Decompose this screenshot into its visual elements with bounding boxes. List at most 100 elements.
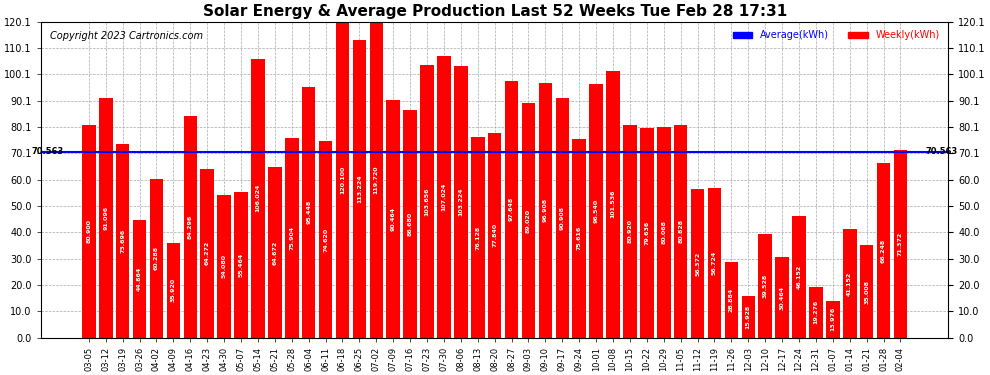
Bar xyxy=(471,137,484,338)
Bar xyxy=(386,100,400,338)
Bar xyxy=(352,40,366,338)
Bar xyxy=(403,110,417,338)
Bar xyxy=(641,128,653,338)
Text: 64.272: 64.272 xyxy=(205,241,210,265)
Bar xyxy=(708,188,722,338)
Bar xyxy=(894,150,907,338)
Bar xyxy=(488,133,501,338)
Text: 35.008: 35.008 xyxy=(864,279,869,303)
Text: 103.224: 103.224 xyxy=(458,188,463,216)
Bar xyxy=(235,192,248,338)
Bar xyxy=(842,230,856,338)
Text: 76.128: 76.128 xyxy=(475,225,480,250)
Bar xyxy=(133,220,147,338)
Bar xyxy=(742,296,755,338)
Text: 28.884: 28.884 xyxy=(729,288,734,312)
Bar xyxy=(166,243,180,338)
Bar xyxy=(116,144,130,338)
Bar xyxy=(336,22,349,338)
Text: 90.908: 90.908 xyxy=(559,206,564,230)
Text: 106.024: 106.024 xyxy=(255,184,260,212)
Text: 56.724: 56.724 xyxy=(712,251,717,275)
Text: 74.620: 74.620 xyxy=(323,227,328,252)
Text: 91.096: 91.096 xyxy=(103,206,108,230)
Text: 19.276: 19.276 xyxy=(814,300,819,324)
Text: 15.928: 15.928 xyxy=(745,304,750,329)
Text: 107.024: 107.024 xyxy=(442,183,446,211)
Bar xyxy=(218,195,231,338)
Text: 73.696: 73.696 xyxy=(120,228,125,253)
Bar xyxy=(200,168,214,338)
Text: 70.563: 70.563 xyxy=(32,147,63,156)
Bar xyxy=(319,141,333,338)
Bar xyxy=(555,99,569,338)
Text: 55.464: 55.464 xyxy=(239,252,244,277)
Text: 95.448: 95.448 xyxy=(306,200,311,224)
Bar xyxy=(877,164,890,338)
Text: 46.152: 46.152 xyxy=(797,265,802,289)
Text: 71.372: 71.372 xyxy=(898,232,903,256)
Text: 35.920: 35.920 xyxy=(171,278,176,302)
Bar xyxy=(420,65,434,338)
Text: 119.720: 119.720 xyxy=(374,166,379,194)
Text: 79.636: 79.636 xyxy=(644,221,649,245)
Text: 70.563: 70.563 xyxy=(926,147,958,156)
Bar xyxy=(438,56,450,338)
Text: 13.976: 13.976 xyxy=(831,307,836,331)
Text: 96.908: 96.908 xyxy=(543,198,547,222)
Bar xyxy=(809,287,823,338)
Text: 120.100: 120.100 xyxy=(340,165,345,194)
Text: 80.900: 80.900 xyxy=(86,219,91,243)
Text: 101.536: 101.536 xyxy=(611,190,616,218)
Text: 60.288: 60.288 xyxy=(154,246,159,270)
Bar xyxy=(183,116,197,338)
Bar xyxy=(758,234,772,338)
Bar xyxy=(302,87,316,338)
Bar xyxy=(623,125,637,338)
Bar xyxy=(82,125,96,338)
Bar xyxy=(454,66,467,338)
Text: Copyright 2023 Cartronics.com: Copyright 2023 Cartronics.com xyxy=(50,31,203,41)
Text: 77.840: 77.840 xyxy=(492,223,497,247)
Text: 39.528: 39.528 xyxy=(762,273,767,298)
Text: 56.372: 56.372 xyxy=(695,251,700,276)
Text: 64.672: 64.672 xyxy=(272,240,277,265)
Bar xyxy=(572,139,586,338)
Text: 96.540: 96.540 xyxy=(594,198,599,223)
Text: 75.616: 75.616 xyxy=(577,226,582,250)
Title: Solar Energy & Average Production Last 52 Weeks Tue Feb 28 17:31: Solar Energy & Average Production Last 5… xyxy=(203,4,787,19)
Text: 41.152: 41.152 xyxy=(847,272,852,296)
Text: 80.828: 80.828 xyxy=(678,219,683,243)
Bar xyxy=(674,125,687,338)
Bar xyxy=(657,127,670,338)
Text: 80.920: 80.920 xyxy=(628,219,633,243)
Bar xyxy=(792,216,806,338)
Text: 44.864: 44.864 xyxy=(137,267,143,291)
Bar xyxy=(539,83,552,338)
Text: 75.904: 75.904 xyxy=(289,226,294,250)
Bar xyxy=(505,81,519,338)
Bar xyxy=(691,189,704,338)
Text: 54.080: 54.080 xyxy=(222,255,227,279)
Text: 30.464: 30.464 xyxy=(779,285,785,309)
Bar xyxy=(775,258,789,338)
Bar xyxy=(860,246,873,338)
Text: 90.464: 90.464 xyxy=(391,207,396,231)
Text: 89.020: 89.020 xyxy=(526,209,531,232)
Bar xyxy=(826,301,840,338)
Bar xyxy=(369,23,383,338)
Legend: Average(kWh), Weekly(kWh): Average(kWh), Weekly(kWh) xyxy=(729,27,943,44)
Bar xyxy=(99,98,113,338)
Text: 84.296: 84.296 xyxy=(188,214,193,239)
Text: 86.680: 86.680 xyxy=(408,211,413,236)
Text: 66.248: 66.248 xyxy=(881,238,886,262)
Text: 113.224: 113.224 xyxy=(356,174,362,203)
Text: 103.656: 103.656 xyxy=(425,187,430,216)
Bar xyxy=(268,168,281,338)
Text: 97.648: 97.648 xyxy=(509,197,514,221)
Bar xyxy=(251,59,264,338)
Bar xyxy=(149,179,163,338)
Text: 80.068: 80.068 xyxy=(661,220,666,244)
Bar xyxy=(522,104,536,338)
Bar xyxy=(285,138,299,338)
